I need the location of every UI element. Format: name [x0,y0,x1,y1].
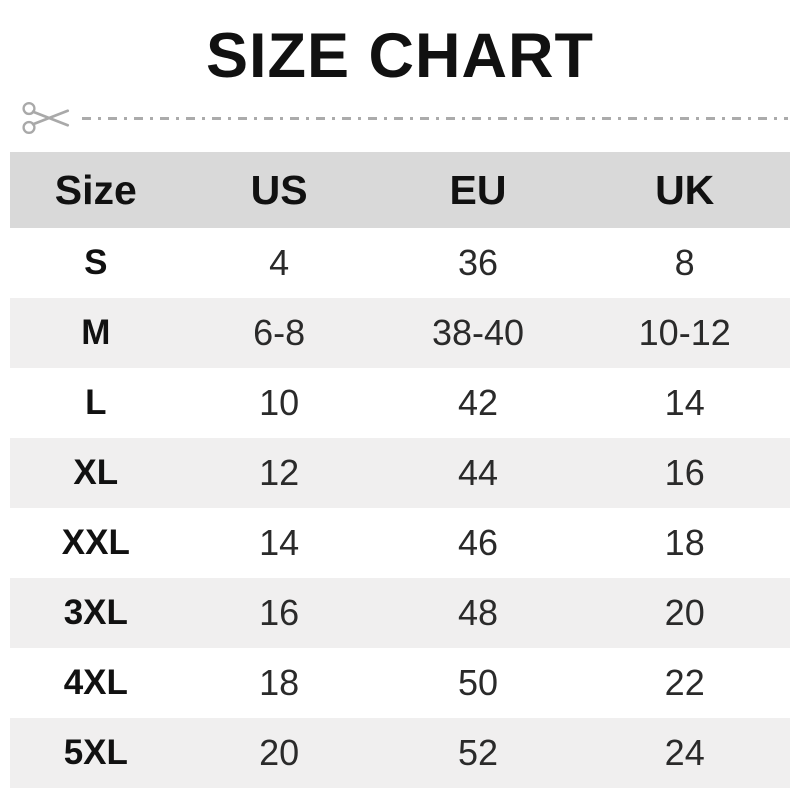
uk-value-cell: 20 [664,592,705,633]
uk-value-cell: 18 [664,522,705,563]
column-header-us: US [181,152,377,228]
uk-value-cell: 24 [664,732,705,773]
size-cell: S [84,243,108,282]
size-cell: 4XL [63,663,128,702]
size-chart-table: Size US EU UK S 4 36 8 M 6-8 38-40 10-12… [10,152,790,788]
scissors-icon [22,101,70,135]
uk-value-cell: 22 [664,662,705,703]
us-value-cell: 16 [259,592,300,633]
cut-line-divider [20,97,788,139]
us-value-cell: 6-8 [253,312,306,353]
table-row: 3XL 16 48 20 [10,578,790,648]
size-cell: XL [73,453,119,492]
column-header-eu: EU [376,152,580,228]
page-title: SIZE CHART [206,21,594,91]
size-cell: 3XL [63,593,128,632]
table-row: 4XL 18 50 22 [10,648,790,718]
table-row: 5XL 20 52 24 [10,718,790,788]
table-row: XXL 14 46 18 [10,508,790,578]
size-cell: XXL [61,523,130,562]
table-row: XL 12 44 16 [10,438,790,508]
uk-value-cell: 16 [664,452,705,493]
table-header-row: Size US EU UK [10,152,790,228]
us-value-cell: 20 [259,732,300,773]
table-row: M 6-8 38-40 10-12 [10,298,790,368]
table-row: S 4 36 8 [10,228,790,298]
column-header-uk: UK [579,152,790,228]
eu-value-cell: 50 [457,662,499,703]
us-value-cell: 14 [259,522,300,563]
uk-value-cell: 14 [664,382,705,423]
eu-value-cell: 38-40 [431,312,525,353]
column-header-size: Size [10,152,182,228]
uk-value-cell: 8 [674,242,695,283]
us-value-cell: 18 [259,662,300,703]
eu-value-cell: 48 [457,592,499,633]
eu-value-cell: 44 [457,452,499,493]
eu-value-cell: 46 [457,522,499,563]
table-row: L 10 42 14 [10,368,790,438]
size-cell: M [81,313,111,352]
size-cell: L [85,383,107,422]
eu-value-cell: 52 [457,732,499,773]
eu-value-cell: 42 [457,382,499,423]
dashed-cut-line [82,116,788,120]
us-value-cell: 4 [269,242,290,283]
us-value-cell: 12 [259,452,300,493]
size-cell: 5XL [63,733,128,772]
us-value-cell: 10 [259,382,300,423]
eu-value-cell: 36 [457,242,499,283]
uk-value-cell: 10-12 [638,312,731,353]
